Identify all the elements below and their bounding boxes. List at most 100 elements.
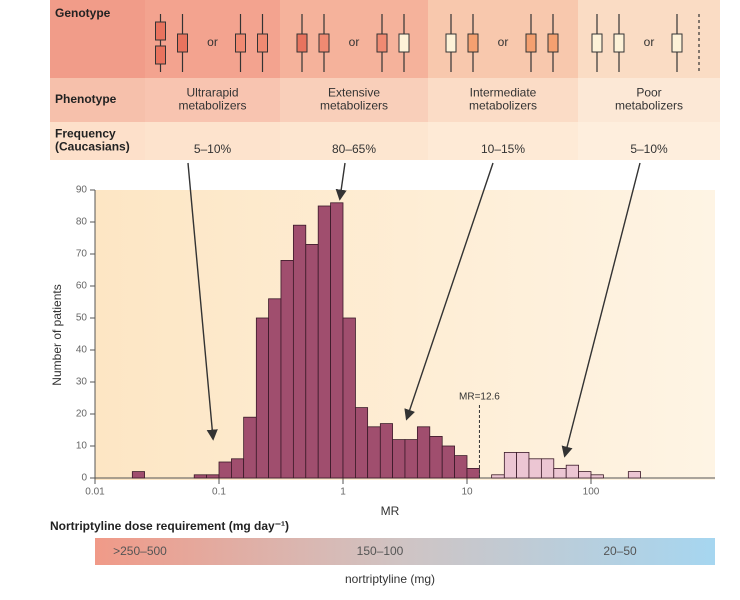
or-label: or	[207, 35, 218, 49]
phenotype: Poor metabolizers	[615, 86, 683, 113]
x-tick-label: 1	[340, 487, 346, 498]
x-axis-label: MR	[381, 504, 400, 518]
header-table: Genotype Phenotype Frequency (Caucasians) or…	[50, 0, 720, 160]
frequency: 80–65%	[332, 142, 376, 156]
y-tick-label: 50	[76, 313, 88, 324]
gene	[155, 21, 166, 41]
x-tick-label: 0.01	[85, 487, 105, 498]
row-label-cell	[50, 122, 145, 160]
bar	[590, 474, 604, 479]
bar	[355, 407, 369, 479]
bar	[441, 445, 455, 479]
bar	[627, 471, 641, 479]
bar	[243, 416, 257, 479]
bar	[231, 458, 245, 479]
or-label: or	[349, 35, 360, 49]
row-label-cell	[50, 78, 145, 122]
row-label: Phenotype	[55, 92, 117, 106]
y-tick-label: 90	[76, 185, 88, 196]
x-tick-label: 100	[583, 487, 600, 498]
bar	[206, 474, 220, 479]
y-tick-label: 20	[76, 409, 88, 420]
cell	[145, 78, 280, 122]
row-label: Genotype	[55, 6, 111, 20]
y-tick-label: 10	[76, 441, 88, 452]
bar	[305, 243, 319, 479]
x-tick-label: 10	[461, 487, 473, 498]
bar	[491, 474, 505, 479]
bar	[131, 471, 145, 479]
y-tick-label: 70	[76, 249, 88, 260]
dose-label: 150–100	[357, 544, 404, 558]
dose-caption: nortriptyline (mg)	[345, 572, 435, 586]
gene	[257, 33, 268, 53]
bar	[416, 426, 431, 479]
frequency: 10–15%	[481, 142, 525, 156]
frequency: 5–10%	[194, 142, 232, 156]
dose-title: Nortriptyline dose requirement (mg day⁻¹…	[50, 519, 289, 533]
bar	[540, 458, 555, 479]
bar	[528, 458, 542, 479]
bar	[553, 467, 567, 479]
cell	[578, 78, 720, 122]
dose-label: 20–50	[603, 544, 637, 558]
arrow	[335, 162, 347, 201]
y-axis-label: Number of patients	[50, 284, 64, 385]
or-label: or	[644, 35, 655, 49]
cell	[145, 122, 280, 160]
bar	[317, 205, 331, 479]
bar	[367, 426, 381, 479]
cell	[280, 78, 428, 122]
gene	[591, 33, 603, 53]
gene	[547, 33, 559, 53]
bar	[429, 435, 443, 479]
gene	[177, 33, 188, 53]
arrow	[561, 162, 641, 458]
dose-label: >250–500	[113, 544, 167, 558]
cell	[428, 122, 578, 160]
arrow	[187, 162, 218, 441]
gene	[235, 33, 246, 53]
bar	[503, 451, 517, 479]
bar	[292, 224, 307, 479]
plot-background	[95, 190, 715, 480]
bar	[342, 317, 356, 479]
gene	[525, 33, 537, 53]
gene	[376, 33, 388, 53]
gene	[613, 33, 625, 53]
gene	[467, 33, 479, 53]
bar	[218, 461, 232, 479]
or-label: or	[498, 35, 509, 49]
bar	[379, 423, 393, 479]
dose-gradient	[95, 538, 715, 565]
bar	[454, 455, 468, 479]
row-label: Frequency (Caucasians)	[55, 127, 130, 154]
y-tick-label: 30	[76, 377, 88, 388]
annotation-label: MR=12.6	[459, 392, 500, 403]
bar	[193, 474, 207, 479]
frequency: 5–10%	[630, 142, 668, 156]
cell	[578, 122, 720, 160]
gene	[671, 33, 683, 53]
phenotype: Ultrarapid metabolizers	[178, 86, 246, 113]
y-tick-label: 0	[81, 473, 87, 484]
gene	[318, 33, 330, 53]
y-tick-label: 60	[76, 281, 88, 292]
bar	[565, 464, 579, 479]
bar	[466, 467, 480, 479]
bar	[578, 471, 592, 479]
phenotype: Intermediate metabolizers	[469, 86, 537, 113]
y-tick-label: 40	[76, 345, 88, 356]
x-tick-label: 0.1	[212, 487, 226, 498]
row-label-cell	[50, 0, 145, 78]
bar	[392, 439, 406, 479]
bar	[330, 202, 344, 479]
bar	[268, 298, 282, 479]
y-tick-label: 80	[76, 217, 88, 228]
bar	[280, 259, 294, 479]
gene	[398, 33, 410, 53]
bar	[516, 451, 530, 479]
gene	[155, 45, 166, 65]
gene	[296, 33, 308, 53]
